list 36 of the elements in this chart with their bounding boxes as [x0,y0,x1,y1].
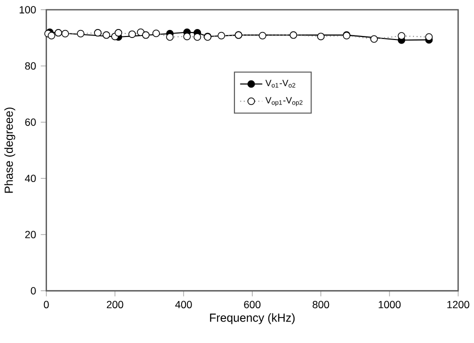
legend-label: V$_{op1}$-V$_{op2}$ [265,97,302,106]
point [218,32,226,40]
point [142,32,150,40]
point [114,29,122,37]
point [183,32,191,40]
point [194,33,202,42]
point [398,32,406,40]
point [258,32,266,40]
point [290,32,298,40]
point [48,32,56,40]
x-tick-label: 400 [175,301,192,308]
x-tick-label: 1000 [378,301,401,308]
y-tick-label: 80 [25,62,36,70]
x-tick-label: 600 [244,301,260,308]
x-tick-label: 200 [106,301,124,308]
x-tick-label: 800 [312,301,330,308]
x-axis-title: Frequency (kHz) [210,313,295,324]
point [128,30,136,38]
y-axis-title: Phase (degreee) [4,108,16,194]
point [54,29,62,37]
point [317,32,325,40]
y-tick-label: 20 [25,231,36,238]
y-tick-label: 100 [20,6,36,14]
point [152,30,160,38]
point [370,35,378,43]
x-tick-label: 0 [44,301,49,308]
y-tick-label: 40 [24,174,36,182]
point [102,32,110,40]
point [166,33,174,42]
legend-label: V$_{o1}$-V$_{o2}$ [265,80,296,88]
point [61,30,69,38]
point [94,29,102,37]
y-tick-label: 60 [25,118,36,126]
x-tick-label: 1200 [447,301,470,308]
y-tick-label: 0 [30,287,36,295]
point [76,30,84,38]
